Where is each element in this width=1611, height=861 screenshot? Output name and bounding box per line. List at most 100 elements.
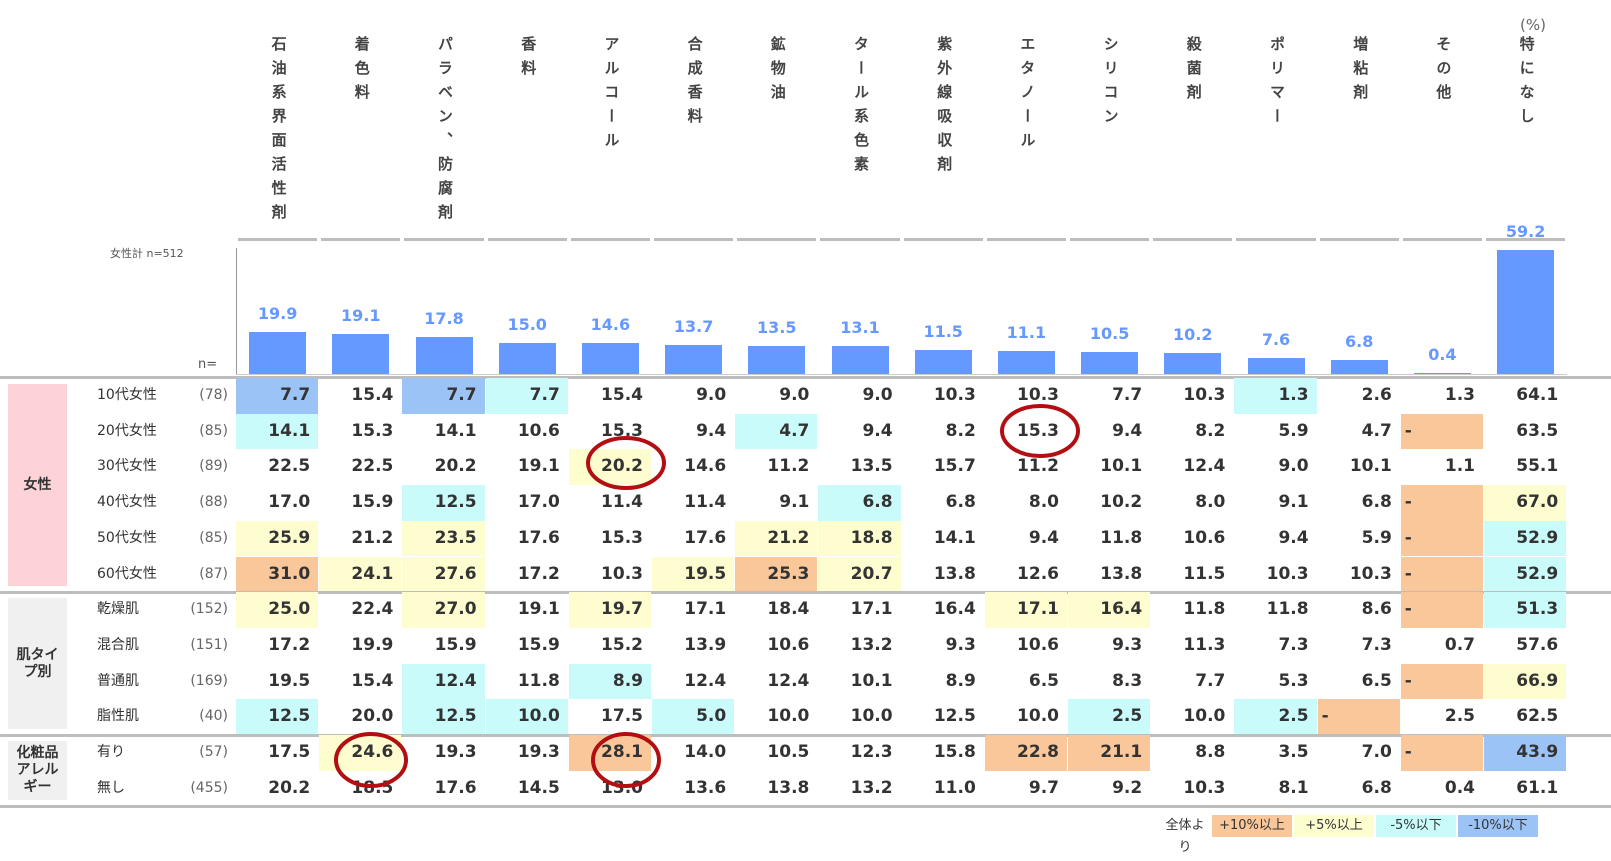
table-cell: 13.2 [850,777,893,798]
table-cell: 8.1 [1278,777,1309,798]
bar [1247,358,1305,374]
group-label: 肌タイプ別 [8,598,67,729]
table-cell: 8.2 [1195,420,1226,441]
bar-value-label: 7.6 [1261,330,1291,350]
bar [1164,352,1222,374]
table-cell: 17.5 [601,706,643,727]
table-cell: 7.0 [1361,742,1392,762]
table-cell: 24.1 [319,556,402,593]
table-cell: 10.2 [1100,492,1143,513]
table-cell: 17.6 [434,777,477,798]
column-header: 増粘剤 [1351,36,1370,108]
table-cell: 12.5 [236,699,319,735]
table-cell: 20.0 [351,706,394,727]
bar [332,333,390,374]
table-cell: 10.3 [1266,563,1309,584]
row-n: (455) [190,779,228,796]
header-line [737,238,817,241]
table-cell: 8.6 [1361,599,1392,620]
row-n: (88) [199,494,228,511]
bar [498,342,556,374]
bar-value-label: 15.0 [507,314,547,334]
header-line [487,238,567,241]
y-axis [236,248,237,374]
table-cell: 9.4 [1028,527,1059,548]
table-cell: 15.3 [1017,420,1059,441]
table-cell: 14.6 [684,456,727,477]
table-cell: 7.3 [1278,634,1309,655]
table-cell: 7.7 [485,378,568,414]
header-line [404,238,484,241]
table-cell: 10.1 [1100,456,1143,477]
table-cell: 15.9 [517,634,560,655]
table-cell: 8.8 [1195,742,1226,762]
table-cell: 10.3 [601,563,643,584]
header-line [321,238,401,241]
column-header: 着色料 [352,36,371,108]
table-cell: 7.7 [236,378,319,414]
table-cell: 4.7 [735,413,818,450]
table-cell: 11.4 [601,492,643,513]
row-label: 50代女性 [97,529,157,546]
table-cell: 4.7 [1361,420,1392,441]
table-cell: 9.4 [1278,527,1309,548]
table-cell: 19.7 [568,592,651,628]
table-cell: 10.0 [1017,706,1059,727]
table-cell: 18.5 [351,777,394,798]
table-cell: 18.4 [767,599,810,620]
bar [1413,373,1471,374]
table-cell: 2.5 [1234,699,1317,735]
column-header: 合成香料 [685,36,704,132]
table-cell: 22.4 [351,599,394,620]
column-header: タール系色素 [852,36,870,180]
table-cell: 9.0 [696,385,727,405]
table-cell: 19.1 [517,456,560,477]
chart-subtitle: 女性計 n=512 [110,247,184,260]
x-axis [236,374,1568,375]
row-n: (57) [199,744,228,760]
table-cell: 21.2 [735,520,818,557]
row-n: (151) [190,636,228,653]
table-cell: 31.0 [236,556,319,593]
table-cell: 5.0 [652,699,735,735]
table-cell: 13.5 [850,456,893,477]
table-cell: 22.8 [984,735,1067,771]
table-cell: 20.2 [434,456,477,477]
table-cell: 13.8 [1100,563,1143,584]
row-label: 混合肌 [97,636,139,653]
column-header: エタノール [1018,36,1037,156]
table-cell: 17.2 [517,563,560,584]
table-cell: 17.1 [984,592,1067,628]
table-cell: 22.5 [351,456,394,477]
bar-value-label: 11.1 [1006,322,1047,342]
table-cell: 64.1 [1516,385,1559,405]
header-line [1153,238,1233,241]
table-cell: 12.4 [767,670,810,691]
column-header: 特になし [1517,36,1536,132]
row-n: (40) [199,708,228,725]
row-label: 60代女性 [97,565,157,582]
bar-value-label: 17.8 [424,308,464,328]
table-cell: 63.5 [1516,420,1559,441]
table-cell: 17.6 [684,527,727,548]
table-cell: 17.1 [850,599,893,620]
table-cell: 9.0 [862,385,893,405]
header-line [1070,238,1150,241]
table-cell: 17.6 [517,527,560,548]
table-cell: 52.9 [1484,556,1567,593]
table-cell: 14.1 [434,420,477,441]
bar [1497,249,1555,374]
table-cell: 0.4 [1444,777,1475,798]
table-cell: 19.5 [652,556,735,593]
table-cell: - [1400,592,1483,628]
column-header: 石油系界面活性剤 [269,36,288,228]
column-header: その他 [1434,36,1453,108]
table-cell: 9.4 [862,420,893,441]
table-cell: 15.7 [933,456,976,477]
header-line [238,238,318,241]
table-cell: 7.7 [1195,670,1226,691]
row-label: 40代女性 [97,494,157,511]
n-header: n= [198,357,218,372]
header-line [820,238,900,241]
